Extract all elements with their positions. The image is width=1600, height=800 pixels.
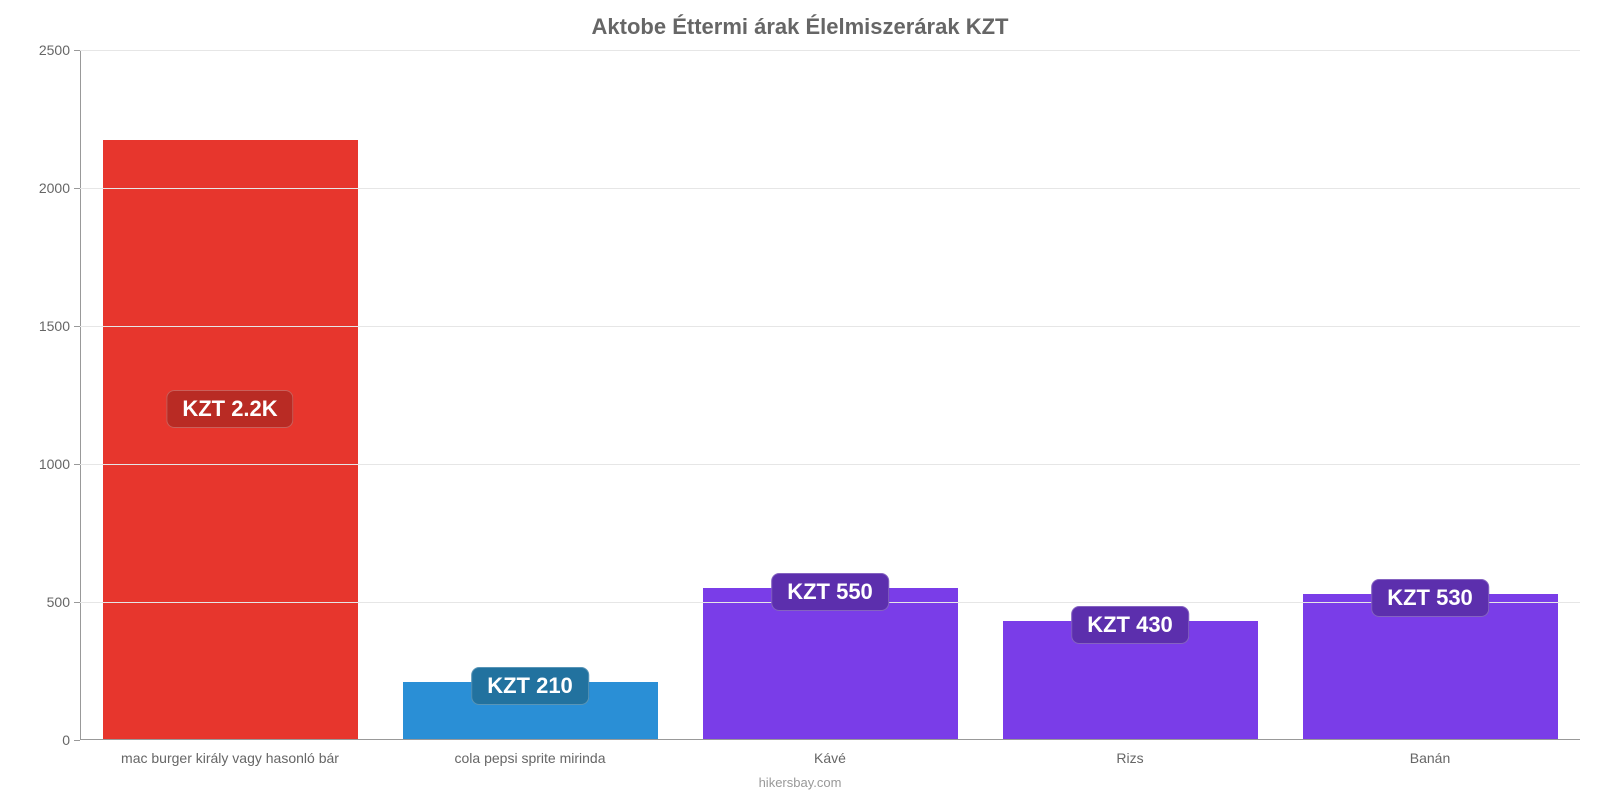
x-category-label: Banán bbox=[1410, 750, 1450, 766]
bars-layer bbox=[80, 50, 1580, 740]
y-tick-mark bbox=[74, 740, 80, 741]
bar bbox=[103, 140, 358, 740]
value-badge: KZT 2.2K bbox=[166, 390, 293, 428]
y-tick-mark bbox=[74, 326, 80, 327]
value-badge: KZT 550 bbox=[771, 573, 889, 611]
y-tick-label: 2000 bbox=[39, 180, 70, 196]
chart-title: Aktobe Éttermi árak Élelmiszerárak KZT bbox=[0, 14, 1600, 40]
grid-line bbox=[80, 188, 1580, 189]
value-badge: KZT 210 bbox=[471, 667, 589, 705]
grid-line bbox=[80, 50, 1580, 51]
y-tick-label: 2500 bbox=[39, 42, 70, 58]
y-tick-mark bbox=[74, 464, 80, 465]
grid-line bbox=[80, 464, 1580, 465]
value-badge: KZT 430 bbox=[1071, 606, 1189, 644]
y-tick-label: 500 bbox=[47, 594, 70, 610]
y-axis-line bbox=[80, 50, 81, 740]
y-tick-mark bbox=[74, 602, 80, 603]
x-category-label: mac burger király vagy hasonló bár bbox=[121, 750, 339, 766]
y-tick-mark bbox=[74, 188, 80, 189]
value-badge: KZT 530 bbox=[1371, 579, 1489, 617]
y-tick-mark bbox=[74, 50, 80, 51]
x-axis-line bbox=[80, 739, 1580, 740]
attribution-text: hikersbay.com bbox=[0, 775, 1600, 790]
x-category-label: cola pepsi sprite mirinda bbox=[455, 750, 606, 766]
x-category-label: Rizs bbox=[1116, 750, 1143, 766]
y-tick-label: 1500 bbox=[39, 318, 70, 334]
plot-area: 05001000150020002500mac burger király va… bbox=[80, 50, 1580, 740]
x-category-label: Kávé bbox=[814, 750, 846, 766]
chart-container: Aktobe Éttermi árak Élelmiszerárak KZT 0… bbox=[0, 0, 1600, 800]
y-tick-label: 0 bbox=[62, 732, 70, 748]
y-tick-label: 1000 bbox=[39, 456, 70, 472]
grid-line bbox=[80, 326, 1580, 327]
